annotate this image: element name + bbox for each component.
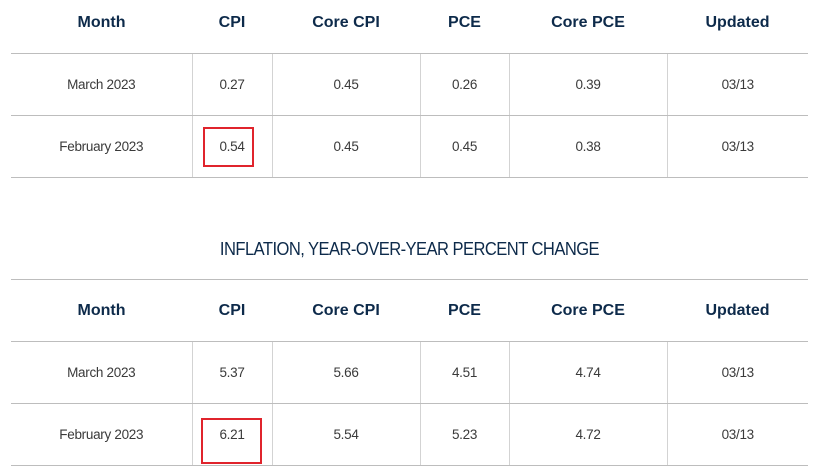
cell-cpi: 5.37 — [191, 341, 272, 404]
column-header-core-cpi: Core CPI — [272, 0, 420, 54]
column-header-pce: PCE — [420, 0, 509, 54]
cell-pce: 0.26 — [419, 53, 509, 116]
cell-updated: 03/13 — [666, 53, 808, 116]
cell-updated: 03/13 — [666, 403, 808, 466]
cell-core-cpi: 0.45 — [271, 115, 420, 178]
table-row: February 2023 6.21 5.54 5.23 4.72 03/13 — [11, 403, 808, 466]
cell-month: March 2023 — [11, 53, 192, 116]
column-header-core-pce: Core PCE — [509, 0, 667, 54]
cell-core-pce: 0.38 — [508, 115, 667, 178]
table-header-row: Month CPI Core CPI PCE Core PCE Updated — [11, 279, 808, 342]
cell-core-cpi: 5.54 — [271, 403, 420, 466]
column-header-month: Month — [11, 279, 192, 342]
cell-month: February 2023 — [11, 403, 192, 466]
highlight-box-yoy-cpi — [201, 418, 262, 464]
cell-cpi: 6.21 — [191, 403, 272, 466]
cell-pce: 0.45 — [419, 115, 509, 178]
column-header-pce: PCE — [420, 279, 509, 342]
cell-pce: 5.23 — [419, 403, 509, 466]
cell-core-pce: 0.39 — [508, 53, 667, 116]
cell-updated: 03/13 — [666, 341, 808, 404]
table-row: March 2023 0.27 0.45 0.26 0.39 03/13 — [11, 53, 808, 116]
highlight-box-monthly-cpi — [203, 127, 254, 167]
column-header-core-pce: Core PCE — [509, 279, 667, 342]
column-header-updated: Updated — [667, 0, 808, 54]
table-row: March 2023 5.37 5.66 4.51 4.74 03/13 — [11, 341, 808, 404]
yoy-section-title: INFLATION, YEAR-OVER-YEAR PERCENT CHANGE — [219, 239, 600, 259]
cell-updated: 03/13 — [666, 115, 808, 178]
column-header-core-cpi: Core CPI — [272, 279, 420, 342]
cell-pce: 4.51 — [419, 341, 509, 404]
column-header-cpi: CPI — [192, 279, 272, 342]
column-header-month: Month — [11, 0, 192, 54]
cell-core-cpi: 5.66 — [271, 341, 420, 404]
table-row: February 2023 0.54 0.45 0.45 0.38 03/13 — [11, 115, 808, 178]
monthly-inflation-table: Month CPI Core CPI PCE Core PCE Updated … — [11, 0, 808, 178]
column-header-updated: Updated — [667, 279, 808, 342]
column-header-cpi: CPI — [192, 0, 272, 54]
cell-month: February 2023 — [11, 115, 192, 178]
yoy-inflation-table: Month CPI Core CPI PCE Core PCE Updated … — [11, 279, 808, 466]
cell-month: March 2023 — [11, 341, 192, 404]
cell-cpi: 0.27 — [191, 53, 272, 116]
table-header-row: Month CPI Core CPI PCE Core PCE Updated — [11, 0, 808, 54]
cell-core-pce: 4.72 — [508, 403, 667, 466]
cell-core-pce: 4.74 — [508, 341, 667, 404]
cell-core-cpi: 0.45 — [271, 53, 420, 116]
